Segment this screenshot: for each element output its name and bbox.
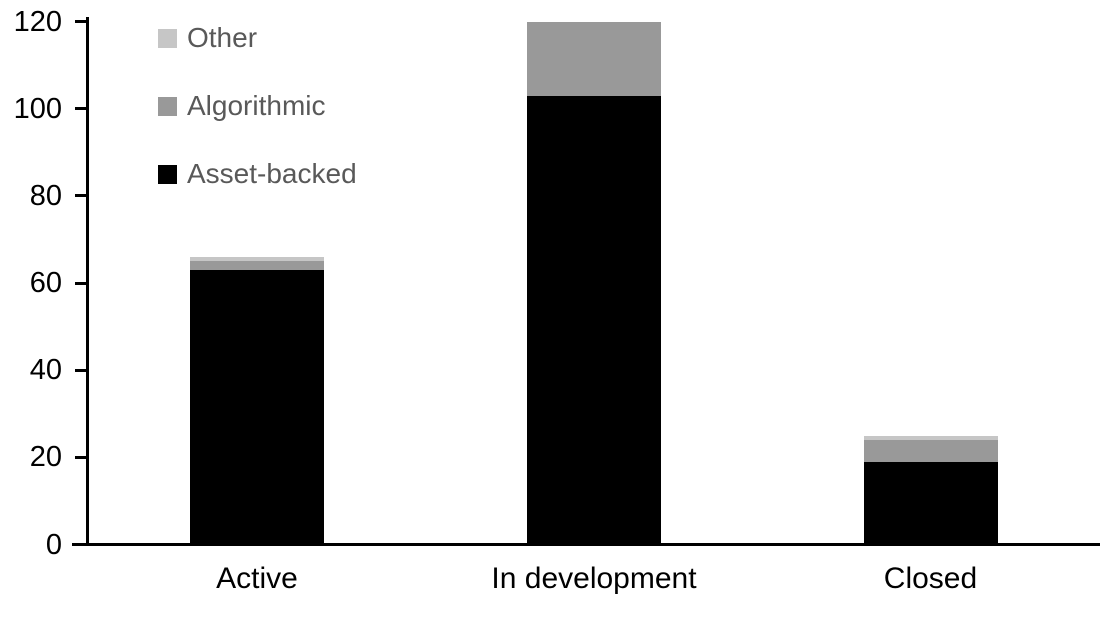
y-tick-label: 80 [29, 179, 62, 212]
legend-swatch-algorithmic-icon [158, 96, 177, 116]
bar-segment-other [190, 256, 324, 262]
legend-swatch-asset-backed-icon [158, 164, 177, 184]
legend-label-asset-backed: Asset-backed [187, 158, 357, 189]
bar-segment-algorithmic [527, 21, 661, 96]
x-category-label: Active [216, 562, 298, 595]
y-tick-label: 0 [45, 528, 62, 561]
legend-item-other: Other [158, 24, 257, 52]
legend-item-algorithmic: Algorithmic [158, 92, 325, 120]
x-axis-line [72, 543, 1100, 546]
y-tick [75, 543, 88, 546]
bar-segment-asset-backed [190, 269, 324, 545]
y-tick [75, 107, 88, 111]
legend-swatch-other-icon [158, 28, 177, 48]
y-tick [75, 20, 88, 23]
legend-label-other: Other [187, 22, 258, 53]
bar-segment-other [863, 435, 998, 440]
bar-segment-asset-backed [527, 95, 661, 545]
bar-segment-asset-backed [863, 461, 998, 545]
y-tick [75, 455, 88, 459]
legend-label-algorithmic: Algorithmic [187, 90, 326, 121]
x-category-label: In development [491, 562, 697, 595]
y-tick-label: 60 [29, 267, 62, 299]
bar-segment-algorithmic [863, 439, 998, 462]
x-category-label: Closed [883, 562, 978, 595]
y-tick [75, 194, 88, 198]
y-tick-label: 20 [29, 441, 62, 474]
bar-segment-algorithmic [190, 261, 324, 270]
y-tick [75, 281, 88, 285]
y-tick-label: 40 [29, 354, 62, 387]
y-tick-label: 120 [13, 5, 62, 38]
y-tick-label: 100 [13, 92, 62, 125]
legend-item-asset-backed: Asset-backed [158, 160, 357, 188]
y-tick [75, 368, 88, 372]
